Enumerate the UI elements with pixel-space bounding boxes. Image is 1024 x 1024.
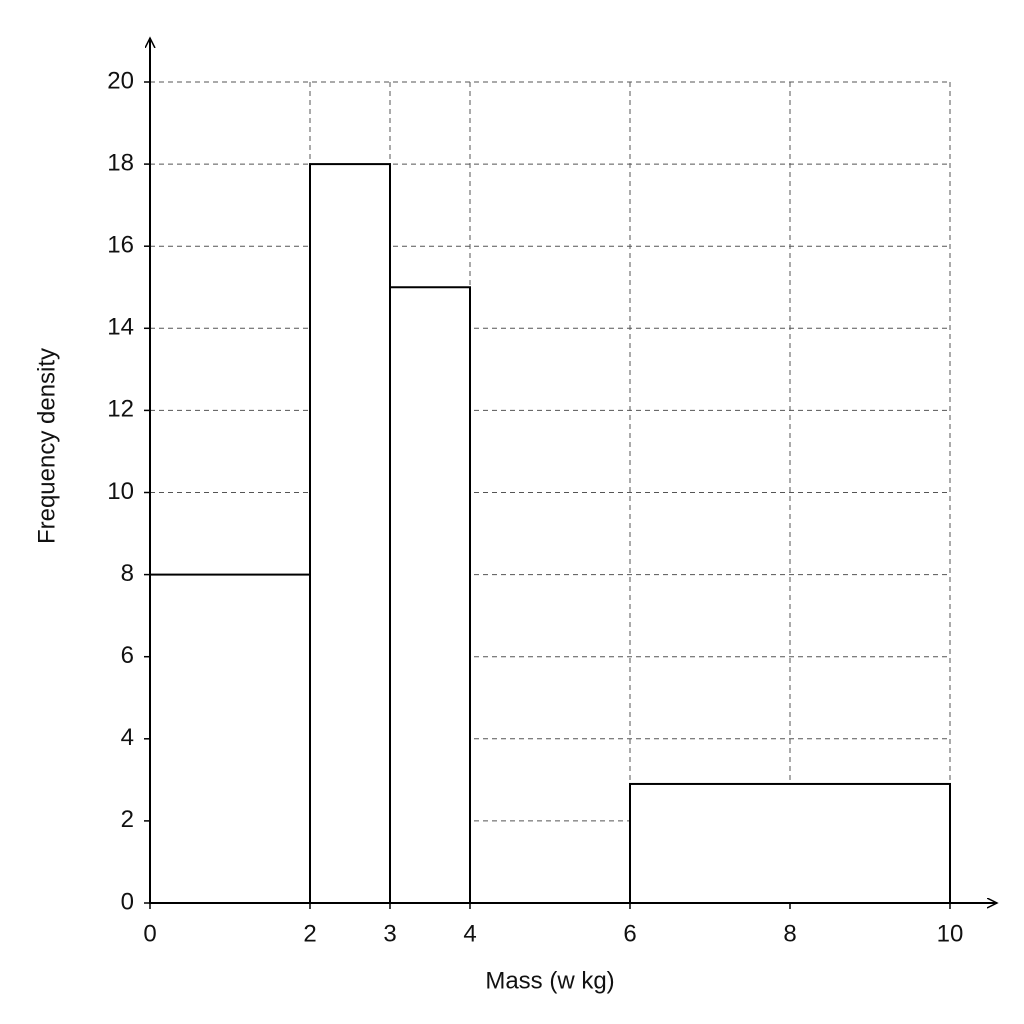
- x-tick-label: 4: [463, 920, 476, 947]
- y-tick-label: 12: [107, 396, 134, 423]
- x-tick-label: 8: [783, 920, 796, 947]
- y-tick-label: 16: [107, 232, 134, 259]
- y-tick-label: 0: [121, 888, 134, 915]
- x-tick-label: 10: [937, 920, 964, 947]
- y-tick-label: 14: [107, 314, 134, 341]
- bar-layer: [149, 163, 951, 905]
- x-axis-label: Mass (w kg): [485, 967, 614, 994]
- y-tick-label: 4: [121, 724, 134, 751]
- y-tick-label: 20: [107, 67, 134, 94]
- x-tick-label: 0: [143, 920, 156, 947]
- bar: [389, 286, 471, 904]
- y-tick-label: 2: [121, 806, 134, 833]
- bar: [149, 573, 311, 904]
- y-tick-label: 6: [121, 642, 134, 669]
- y-tick-label: 18: [107, 149, 134, 176]
- bar: [309, 163, 391, 905]
- x-tick-label: 6: [623, 920, 636, 947]
- y-axis-label: Frequency density: [33, 348, 60, 544]
- x-tick-label: 2: [303, 920, 316, 947]
- x-tick-label: 3: [383, 920, 396, 947]
- bar: [629, 782, 951, 905]
- y-tick-label: 10: [107, 478, 134, 505]
- y-tick-label: 8: [121, 560, 134, 587]
